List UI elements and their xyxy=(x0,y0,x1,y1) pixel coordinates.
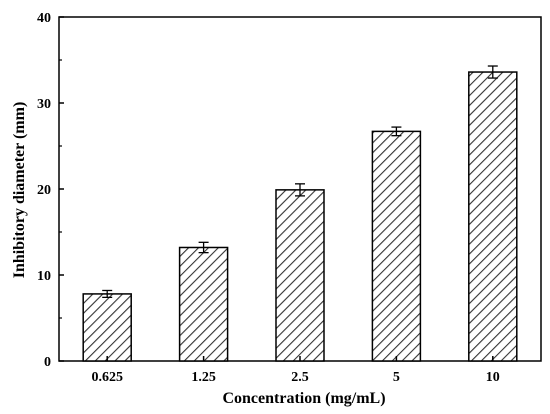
y-tick-label: 40 xyxy=(37,11,51,26)
bar-2.5 xyxy=(275,189,325,362)
bar-1.25 xyxy=(178,246,229,362)
x-tick-label: 10 xyxy=(486,370,500,385)
plot-area: 0 10 20 30 40 0.625 1.25 2.5 5 10 xyxy=(37,11,542,385)
x-tick-label: 0.625 xyxy=(91,370,123,385)
bar-0.625 xyxy=(82,293,132,362)
y-tick-label: 30 xyxy=(37,97,51,112)
bar-10 xyxy=(468,71,518,362)
x-tick-label: 5 xyxy=(393,370,400,385)
x-tick-label: 1.25 xyxy=(191,370,216,385)
x-axis-title: Concentration (mg/mL) xyxy=(222,390,385,407)
y-axis-title: Inhibitory diameter (mm) xyxy=(11,102,28,279)
x-tick-label: 2.5 xyxy=(291,370,309,385)
bar-5 xyxy=(371,130,422,362)
y-tick-label: 0 xyxy=(44,355,51,370)
y-tick-label: 10 xyxy=(37,269,51,284)
y-tick-label: 20 xyxy=(37,183,51,198)
